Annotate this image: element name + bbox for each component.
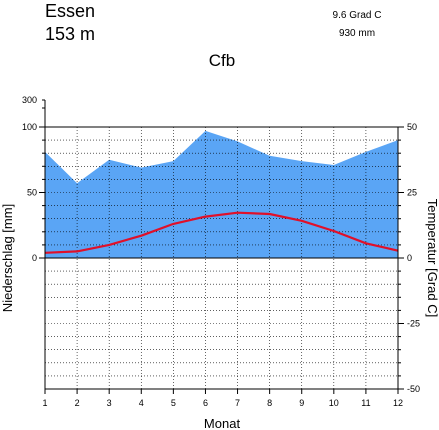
left-tick-label: 50 [27,188,37,198]
right-tick-label: -50 [407,384,420,394]
x-tick-label: 4 [139,398,144,408]
station-name: Essen [45,1,95,21]
left-tick-label: 100 [22,122,37,132]
precipitation-area [45,130,398,258]
annual-temperature: 9.6 Grad C [333,10,382,21]
x-axis-title: Monat [204,416,241,430]
x-tick-label: 8 [267,398,272,408]
x-tick-label: 5 [171,398,176,408]
right-axis-title: Temperatur [Grad C] [425,199,439,318]
x-tick-label: 12 [393,398,403,408]
x-tick-label: 6 [203,398,208,408]
x-tick-label: 10 [329,398,339,408]
x-tick-label: 9 [299,398,304,408]
x-tick-label: 7 [235,398,240,408]
left-tick-label: 300 [22,95,37,105]
annual-precipitation: 930 mm [339,28,375,39]
x-tick-label: 11 [361,398,370,408]
temperature-line [44,211,399,254]
x-tick-label: 1 [42,398,47,408]
axes [39,99,404,394]
precipitation-area-layer [44,130,399,258]
right-tick-label: 25 [407,188,417,198]
station-elevation: 153 m [45,24,95,44]
grid [45,127,398,389]
right-tick-label: 0 [407,253,412,263]
left-tick-label: 0 [32,253,37,263]
left-axis-title: Niederschlag [mm] [0,204,15,312]
right-tick-label: -25 [407,319,420,329]
x-tick-label: 3 [107,398,112,408]
climate-class: Cfb [209,51,235,70]
x-tick-label: 2 [75,398,80,408]
right-tick-label: 50 [407,122,417,132]
